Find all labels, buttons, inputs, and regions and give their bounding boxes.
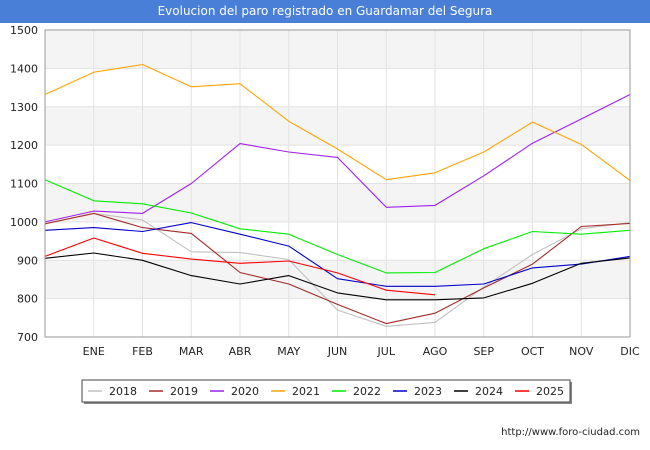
legend: 2018 2019 2020 2021 2022 2023 2024 2025: [81, 379, 572, 404]
series-line-2023: [44, 222, 631, 287]
y-tick-label: 700: [17, 331, 38, 344]
y-tick-label: 1500: [10, 24, 38, 37]
series-line-2019: [44, 212, 631, 325]
series-line-2022: [44, 179, 631, 274]
x-tick-label: JUL: [377, 345, 396, 358]
series-lines: [44, 63, 631, 327]
y-tick-label: 900: [17, 254, 38, 267]
x-tick-label: MAR: [179, 345, 204, 358]
x-tick-label: ABR: [229, 345, 252, 358]
x-tick-label: FEB: [132, 345, 153, 358]
series-line-2024: [44, 252, 631, 301]
x-tick-label: OCT: [521, 345, 544, 358]
y-tick-label: 1000: [10, 216, 38, 229]
series-line-2020: [44, 94, 631, 223]
legend-label-2023: 2023: [414, 385, 442, 398]
legend-label-2021: 2021: [292, 385, 320, 398]
x-tick-label: AGO: [423, 345, 448, 358]
legend-label-2018: 2018: [109, 385, 137, 398]
x-tick-label: SEP: [473, 345, 494, 358]
chart-title: Evolucion del paro registrado en Guardam…: [0, 0, 650, 23]
y-tick-label: 1100: [10, 178, 38, 191]
x-tick-label: NOV: [569, 345, 594, 358]
legend-label-2019: 2019: [170, 385, 198, 398]
y-tick-label: 1200: [10, 139, 38, 152]
legend-label-2025: 2025: [536, 385, 564, 398]
legend-label-2024: 2024: [475, 385, 503, 398]
series-line-2025: [44, 237, 436, 296]
series-line-2018: [93, 212, 631, 327]
x-tick-label: JUN: [327, 345, 348, 358]
legend-box: [81, 379, 571, 403]
x-tick-label: MAY: [277, 345, 300, 358]
y-tick-label: 1300: [10, 101, 38, 114]
y-tick-label: 1400: [10, 62, 38, 75]
legend-label-2022: 2022: [353, 385, 381, 398]
y-tick-label: 800: [17, 293, 38, 306]
x-tick-label: ENE: [83, 345, 105, 358]
plot-frame: [44, 29, 631, 338]
x-axis-ticks: ENE FEB MAR ABR MAY JUN JUL AGO SEP OCT NOV DIC: [83, 345, 640, 358]
legend-label-2020: 2020: [231, 385, 259, 398]
source-url[interactable]: http://www.foro-ciudad.com: [501, 427, 640, 438]
y-axis-ticks: 700 800 900 1000 1100 1200 1300 1400 1500: [10, 24, 38, 344]
x-tick-label: DIC: [620, 345, 640, 358]
series-line-2021: [44, 63, 631, 181]
